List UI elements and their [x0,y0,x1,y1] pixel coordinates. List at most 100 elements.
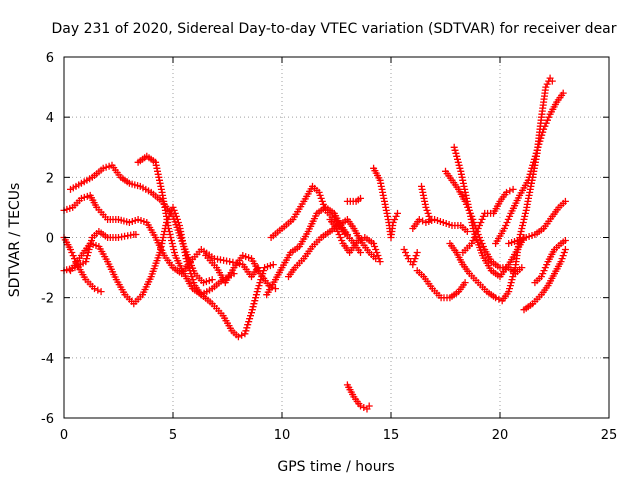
series-arc-3 [60,228,140,275]
data-point [170,206,178,214]
data-point [251,297,259,305]
data-point [525,173,533,181]
data-point [467,215,475,223]
axis-ticks: 0 5 10 15 20 25 -6 -4 -2 0 2 4 6 [41,51,617,443]
data-point [461,279,469,287]
data-point [454,155,461,163]
data-point [183,258,191,266]
data-point [184,261,192,269]
data-point [561,246,569,253]
data-point [456,164,464,172]
data-point [400,246,408,253]
series-arc-8 [263,203,351,299]
data-point [182,255,190,263]
data-point [255,282,263,290]
data-point [537,134,545,142]
data-point [519,219,527,226]
x-axis-label: GPS time / hours [277,459,394,475]
data-point [529,161,537,169]
data-point [155,173,163,181]
data-point [319,200,327,208]
data-point [154,167,161,175]
data-point [80,193,88,201]
data-point [242,327,250,335]
data-point [518,264,526,272]
data-point [317,194,325,202]
data-point [410,258,418,266]
data-point [269,261,277,269]
data-point [338,237,346,244]
data-point [168,237,175,244]
data-point [536,137,544,145]
series-arc-7 [202,252,279,293]
data-point [478,215,486,223]
data-point [173,215,181,223]
data-point [542,119,550,127]
data-point [272,285,279,293]
series-arc-6 [134,152,277,341]
data-point [69,252,77,260]
data-point [507,279,515,287]
data-point [534,143,542,151]
series-arc-18 [413,267,469,302]
data-point [528,164,536,172]
data-point [246,315,254,323]
data-point [506,285,513,293]
data-point [169,243,177,250]
data-point [249,303,257,311]
y-tick-label: -6 [41,412,54,427]
data-point [541,122,549,130]
data-point [186,267,194,275]
data-point [452,149,460,157]
data-point [411,255,419,263]
data-point [478,240,486,247]
series-arc-13 [343,381,373,413]
data-point [527,167,535,175]
data-point [424,209,432,217]
data-point [479,212,487,220]
data-point [537,273,545,281]
data-point [422,203,430,211]
data-point [476,222,483,229]
data-point [479,243,487,250]
data-point [559,252,567,260]
data-point [503,219,511,226]
data-point [517,228,525,235]
data-point [426,216,434,223]
data-point [169,203,177,211]
series-arc-14 [370,164,401,241]
data-point [254,285,262,293]
data-point [495,295,503,303]
data-point [560,249,568,256]
data-point [370,240,378,247]
series-arc-26 [531,237,569,287]
data-point [156,249,164,256]
data-point [418,185,426,193]
data-point [67,246,74,253]
data-point [509,273,517,281]
data-point [506,212,514,220]
data-point [403,252,411,260]
x-tick-label: 15 [383,428,400,443]
data-point [468,240,476,247]
data-marks [60,74,569,413]
data-point [543,80,551,88]
data-point [463,197,471,205]
data-point [402,249,409,256]
data-point [357,194,364,202]
data-point [470,234,478,241]
data-point [238,331,246,339]
data-point [425,212,433,220]
data-point [473,228,481,235]
data-point [380,194,388,202]
data-point [504,215,512,223]
data-point [318,197,326,205]
data-point [461,188,469,196]
data-point [539,270,547,278]
data-point [68,249,76,256]
data-point [506,187,514,195]
data-point [234,333,242,341]
data-point [394,209,401,217]
data-point [187,270,195,278]
